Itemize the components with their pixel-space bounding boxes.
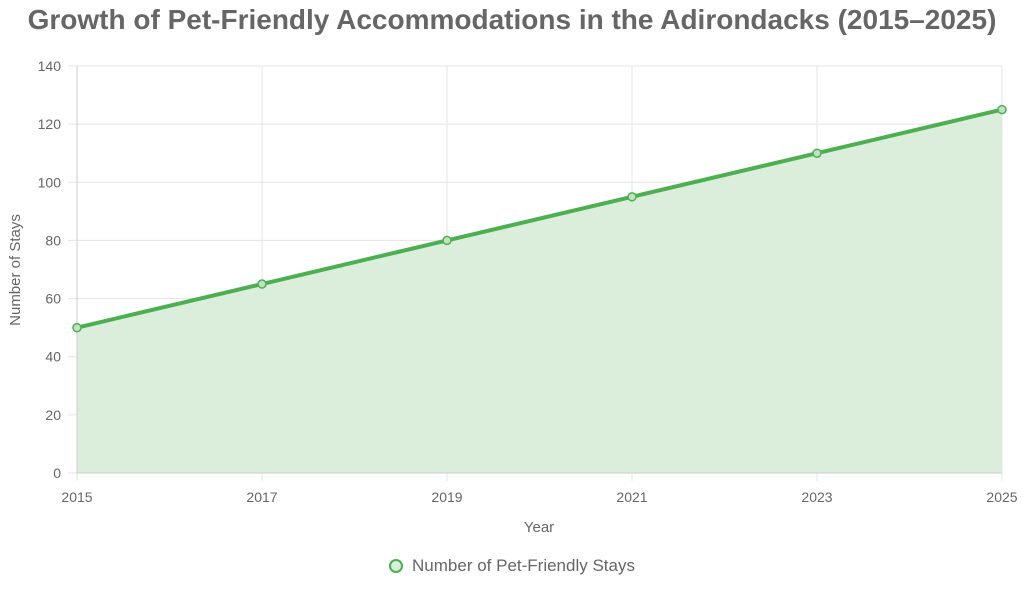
data-point [997, 104, 1007, 115]
x-axis-title: Year [524, 519, 554, 536]
data-point [257, 279, 267, 289]
y-tick-label: 80 [45, 232, 61, 248]
data-point [812, 148, 822, 158]
x-tick-label: 2019 [431, 489, 462, 505]
x-tick-label: 2021 [616, 489, 647, 505]
y-tick-label: 0 [53, 465, 61, 481]
y-tick-label: 60 [45, 291, 61, 307]
data-point [72, 322, 82, 333]
data-points [72, 104, 1007, 333]
legend-swatch [389, 559, 404, 573]
chart-title: Growth of Pet-Friendly Accommodations in… [27, 4, 997, 35]
series-area [77, 109, 1002, 473]
axes [76, 66, 1002, 474]
y-axis-title: Number of Stays [7, 214, 24, 326]
series-line [75, 107, 1004, 330]
y-tick-label: 20 [45, 407, 61, 423]
y-tick-label: 140 [38, 58, 62, 74]
y-tick-label: 120 [38, 116, 62, 132]
legend[interactable]: Number of Pet-Friendly Stays [0, 554, 1024, 578]
tick-labels: 0 20 40 60 80 100 120 140 2015 2017 2019 2021 2023 20… [38, 58, 1018, 505]
x-tick-label: 2023 [801, 489, 832, 505]
area-fill [77, 109, 1002, 473]
series-line-path [75, 107, 1004, 330]
legend-label: Number of Pet-Friendly Stays [412, 556, 635, 575]
y-tick-label: 40 [45, 349, 61, 365]
y-tick-label: 100 [38, 174, 62, 190]
data-point [442, 235, 452, 246]
data-point [627, 192, 637, 202]
x-tick-label: 2015 [61, 489, 92, 505]
x-tick-label: 2025 [986, 489, 1017, 505]
x-tick-label: 2017 [246, 489, 277, 505]
